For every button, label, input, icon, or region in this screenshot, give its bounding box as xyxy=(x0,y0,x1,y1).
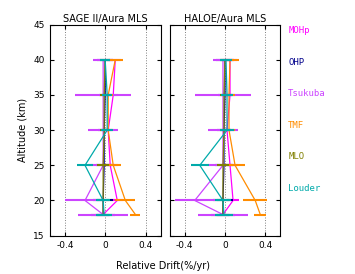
Text: MOHp: MOHp xyxy=(288,26,310,35)
Text: Tsukuba: Tsukuba xyxy=(288,89,326,98)
Text: OHP: OHP xyxy=(288,58,304,67)
Text: Louder: Louder xyxy=(288,184,321,193)
Y-axis label: Altitude (km): Altitude (km) xyxy=(18,98,28,162)
Text: TMF: TMF xyxy=(288,121,304,130)
Text: MLO: MLO xyxy=(288,152,304,161)
Title: HALOE/Aura MLS: HALOE/Aura MLS xyxy=(184,14,266,24)
Text: Relative Drift(%/yr): Relative Drift(%/yr) xyxy=(116,261,210,271)
Title: SAGE II/Aura MLS: SAGE II/Aura MLS xyxy=(63,14,147,24)
